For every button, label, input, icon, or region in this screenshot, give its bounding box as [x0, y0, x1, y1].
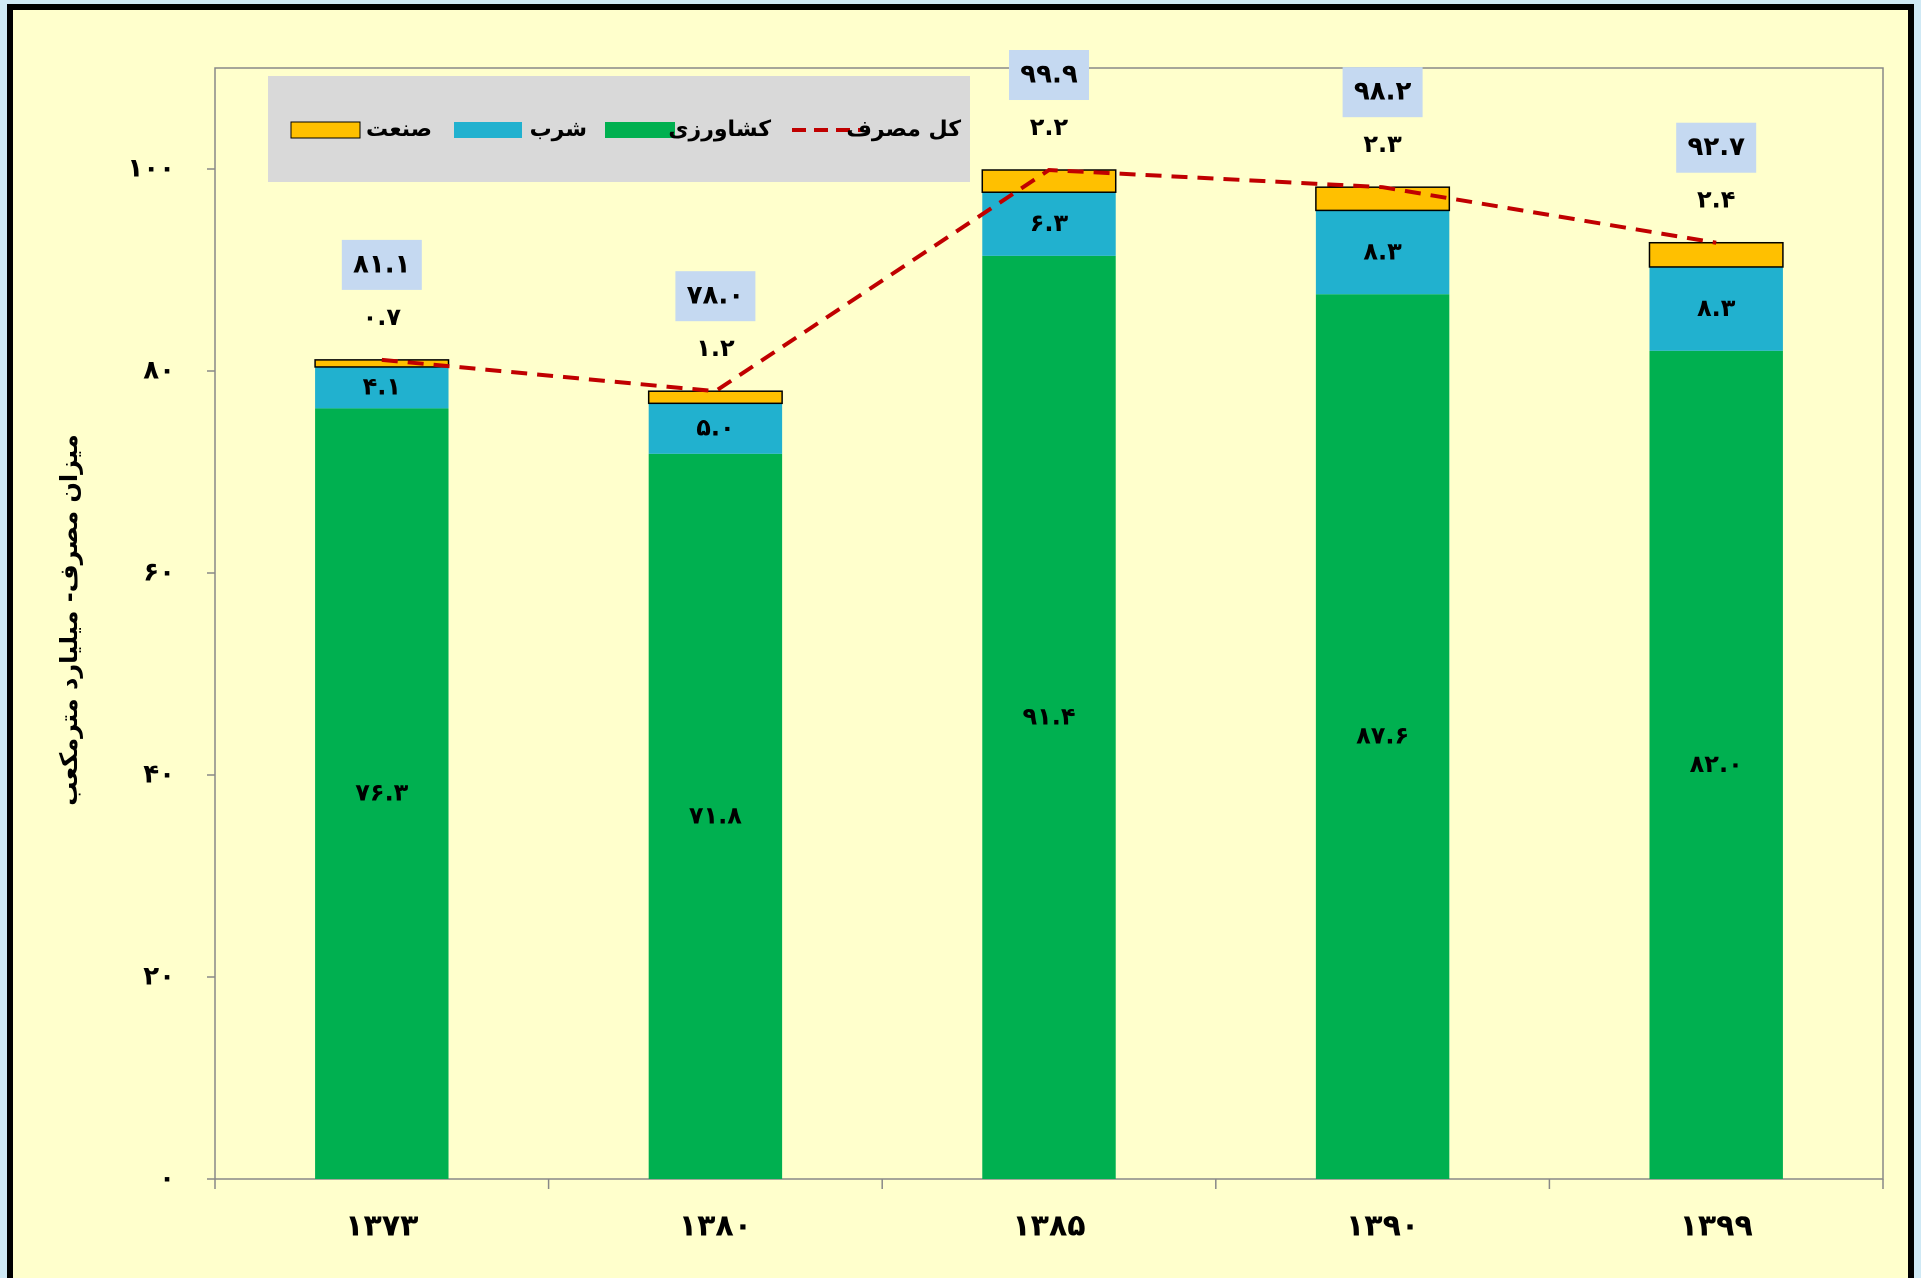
legend-swatch — [290, 121, 361, 139]
data-label: ۹۱.۴ — [1022, 702, 1075, 730]
total-label-box — [675, 271, 756, 322]
y-tick-label: ۶۰ — [143, 558, 175, 588]
total-label: ۹۲.۷ — [1687, 132, 1745, 162]
x-tick-label: ۱۳۸۰ — [679, 1209, 752, 1244]
data-label: ۸.۳ — [1697, 294, 1736, 322]
total-label-box — [341, 239, 422, 290]
data-label: ۴.۱ — [363, 373, 401, 401]
x-tick-label: ۱۳۸۵ — [1012, 1209, 1085, 1244]
data-label: ۲.۲ — [1030, 113, 1069, 141]
legend-swatch — [454, 122, 522, 138]
legend-swatch — [605, 122, 675, 138]
bar-segment — [1315, 210, 1450, 295]
bar-segment — [315, 366, 449, 409]
data-label: ۲.۴ — [1697, 186, 1735, 214]
total-label: ۷۸.۰ — [687, 281, 744, 311]
total-label: ۸۱.۱ — [353, 249, 410, 279]
data-label: ۶.۳ — [1030, 209, 1069, 237]
total-label: ۹۸.۲ — [1354, 77, 1412, 107]
x-tick-label: ۱۳۹۰ — [1346, 1209, 1419, 1244]
data-label: ۰.۷ — [363, 303, 402, 331]
data-label: ۸.۳ — [1363, 237, 1402, 265]
y-tick-label: ۸۰ — [143, 356, 175, 386]
x-tick-label: ۱۳۷۳ — [345, 1209, 418, 1244]
y-tick-label: ۰ — [159, 1164, 175, 1194]
bar-segment — [1649, 350, 1783, 1179]
total-label-box — [1676, 122, 1757, 173]
bar-segment — [648, 453, 783, 1179]
data-label: ۷۶.۳ — [355, 779, 408, 807]
bar-segment — [982, 192, 1116, 256]
bar-segment — [648, 403, 783, 454]
total-line — [381, 167, 1717, 394]
y-tick-label: ۱۰۰ — [127, 154, 175, 184]
bar-segment — [1315, 186, 1451, 212]
data-label: ۷۱.۸ — [689, 801, 742, 829]
bar-segment — [982, 255, 1116, 1180]
bar-segment — [315, 408, 449, 1179]
bar-segment — [1315, 294, 1450, 1179]
legend-label: شرب — [530, 117, 587, 142]
bar-segment — [1648, 241, 1784, 268]
data-label: ۵.۰ — [696, 414, 734, 442]
total-label: ۹۹.۹ — [1020, 60, 1078, 90]
x-tick-label: ۱۳۹۹ — [1680, 1209, 1753, 1244]
data-label: ۸۷.۶ — [1356, 722, 1409, 750]
data-label: ۱.۲ — [696, 334, 735, 362]
y-tick-label: ۲۰ — [143, 962, 175, 992]
total-label-box — [1342, 67, 1423, 118]
bar-segment — [647, 390, 783, 405]
legend-label: صنعت — [366, 117, 432, 142]
data-label: ۲.۳ — [1363, 130, 1402, 158]
bar-segment — [1649, 266, 1783, 351]
total-label-box — [1009, 50, 1089, 101]
y-axis-label: میزان مصرف- میلیارد مترمکعب — [55, 434, 83, 805]
legend-label: کل مصرف — [846, 117, 961, 142]
y-tick-label: ۴۰ — [143, 760, 175, 790]
chart-background — [7, 4, 1914, 1278]
legend-label: کشاورزی — [668, 117, 771, 142]
data-label: ۸۲.۰ — [1690, 750, 1743, 778]
